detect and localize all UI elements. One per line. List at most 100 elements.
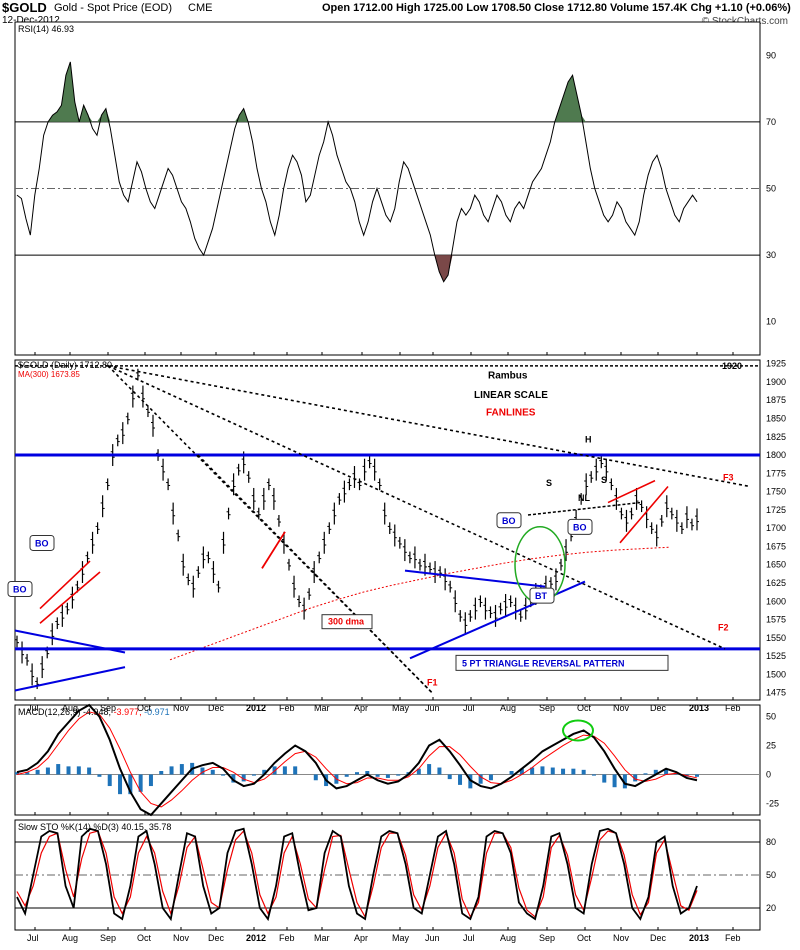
- rsi-y-tick: 10: [766, 317, 776, 327]
- price-y-tick: 1625: [766, 578, 786, 588]
- x-tick-label: Mar: [314, 933, 330, 943]
- annot-head: H: [585, 435, 592, 445]
- macd-hist-bar: [695, 774, 699, 777]
- ma300-line: [169, 546, 671, 661]
- rsi-y-tick: 50: [766, 184, 776, 194]
- macd-label-part: -3.977,: [114, 707, 145, 717]
- label-f3: F3: [723, 473, 734, 483]
- price-y-tick: 1550: [766, 633, 786, 643]
- macd-hist-bar: [458, 774, 463, 785]
- x-tick-label: Aug: [62, 933, 78, 943]
- macd-hist-bar: [612, 774, 617, 788]
- rsi-y-tick: 30: [766, 250, 776, 260]
- annot-fanlines: FANLINES: [486, 408, 536, 419]
- macd-hist-bar: [622, 774, 627, 789]
- annot-rambus: Rambus: [488, 370, 528, 381]
- macd-ellipse: [562, 719, 594, 742]
- macd-hist-bar: [571, 768, 576, 775]
- rsi-y-tick: 90: [766, 50, 776, 60]
- macd-hist-bar: [591, 774, 596, 776]
- annot-neckline: NL: [578, 493, 590, 503]
- macd-y-tick: 0: [766, 769, 771, 779]
- price-y-tick: 1850: [766, 413, 786, 423]
- macd-hist-bar: [664, 768, 669, 775]
- macd-hist-bar: [416, 768, 421, 775]
- price-y-tick: 1775: [766, 468, 786, 478]
- macd-hist-bar: [488, 774, 493, 781]
- macd-hist-bar: [35, 769, 40, 775]
- macd-hist-bar: [509, 771, 514, 775]
- sto-y-tick: 20: [766, 903, 776, 913]
- chart-symbol: $GOLD: [2, 0, 47, 15]
- price-y-tick: 1750: [766, 487, 786, 497]
- macd-hist-bar: [107, 774, 112, 787]
- fanline-f3: [107, 365, 751, 488]
- price-y-tick: 1475: [766, 688, 786, 698]
- x-tick-label: Sep: [539, 933, 555, 943]
- x-tick-label: Nov: [173, 703, 190, 713]
- macd-hist-bar: [293, 766, 298, 775]
- macd-hist-bar: [396, 774, 401, 776]
- macd-hist-bar: [25, 772, 30, 775]
- quote-line: Open 1712.00 High 1725.00 Low 1708.50 Cl…: [322, 2, 791, 14]
- macd-hist-bar: [282, 766, 287, 775]
- macd-hist-bar: [128, 774, 133, 795]
- x-tick-label: Apr: [354, 703, 368, 713]
- trendline-lower: [14, 666, 126, 692]
- macd-hist-bar: [478, 774, 483, 784]
- macd-hist-bar: [540, 766, 545, 775]
- x-tick-label: Jun: [425, 703, 440, 713]
- price-y-tick: 1650: [766, 560, 786, 570]
- macd-hist-bar: [437, 767, 442, 775]
- x-tick-label: Jul: [27, 703, 39, 713]
- x-tick-label: 2012: [246, 703, 266, 713]
- red-channel-3b: [619, 485, 669, 544]
- macd-label-part: MACD(12,26,9): [18, 707, 83, 717]
- annot-left-shoulder: S: [546, 478, 552, 488]
- macd-hist-bar: [355, 772, 359, 775]
- red-channel-3a: [607, 479, 656, 504]
- price-y-tick: 1500: [766, 669, 786, 679]
- price-y-tick: 1925: [766, 359, 786, 369]
- annot-box-bo: [7, 581, 33, 598]
- x-tick-label: Aug: [500, 703, 516, 713]
- macd-hist-bar: [221, 774, 226, 776]
- macd-y-tick: -25: [766, 798, 779, 808]
- x-tick-label: Jun: [425, 933, 440, 943]
- price-y-tick: 1600: [766, 596, 786, 606]
- macd-label-part: -4.948,: [83, 707, 114, 717]
- price-y-tick: 1675: [766, 541, 786, 551]
- x-tick-label: Aug: [62, 703, 78, 713]
- annot-right-shoulder: S: [601, 475, 607, 485]
- macd-y-tick: 50: [766, 712, 776, 722]
- x-tick-label: Dec: [650, 703, 667, 713]
- x-tick-label: 2013: [689, 933, 709, 943]
- annot-300dma: 300 dma: [328, 617, 365, 627]
- macd-hist-bar: [313, 774, 318, 781]
- x-tick-label: May: [392, 703, 410, 713]
- x-tick-label: Mar: [314, 703, 330, 713]
- macd-hist-bar: [241, 774, 246, 782]
- x-tick-label: Feb: [279, 933, 295, 943]
- red-channel-2: [261, 531, 286, 569]
- chart-date: 12-Dec-2012: [2, 15, 60, 26]
- annot-bo: BO: [13, 585, 27, 595]
- label-f2: F2: [718, 623, 729, 633]
- macd-label-part: -0.971: [144, 707, 170, 717]
- price-title: $GOLD (Daily) 1712.80: [18, 360, 112, 370]
- x-tick-label: Nov: [613, 703, 630, 713]
- x-tick-label: Jul: [463, 933, 475, 943]
- panel-frame-macd: [14, 704, 761, 816]
- macd-y-tick: 25: [766, 741, 776, 751]
- price-y-tick: 1575: [766, 615, 786, 625]
- macd-hist-bar: [231, 774, 236, 783]
- macd-hist-bar: [262, 769, 267, 775]
- triangle-top: [404, 569, 546, 588]
- price-y-tick: 1900: [766, 377, 786, 387]
- macd-hist-bar: [97, 774, 102, 777]
- rsi-y-tick: 70: [766, 117, 776, 127]
- price-y-tick: 1875: [766, 395, 786, 405]
- x-tick-label: Jul: [27, 933, 39, 943]
- x-tick-label: Feb: [279, 703, 295, 713]
- price-y-tick: 1825: [766, 432, 786, 442]
